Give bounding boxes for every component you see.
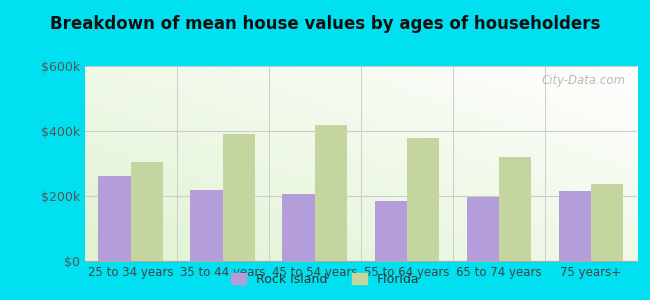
Bar bbox=[315, 124, 347, 261]
Bar bbox=[283, 194, 315, 261]
Text: City-Data.com: City-Data.com bbox=[542, 74, 626, 87]
Bar bbox=[131, 162, 162, 261]
Bar bbox=[98, 176, 131, 261]
Bar bbox=[190, 190, 222, 261]
Bar bbox=[559, 191, 591, 261]
Bar bbox=[222, 134, 255, 261]
Bar bbox=[374, 201, 407, 261]
Text: Breakdown of mean house values by ages of householders: Breakdown of mean house values by ages o… bbox=[50, 15, 600, 33]
Bar bbox=[591, 184, 623, 261]
Legend: Rock Island, Florida: Rock Island, Florida bbox=[226, 268, 424, 291]
Bar bbox=[467, 197, 499, 261]
Bar bbox=[499, 157, 531, 261]
Bar bbox=[407, 137, 439, 261]
